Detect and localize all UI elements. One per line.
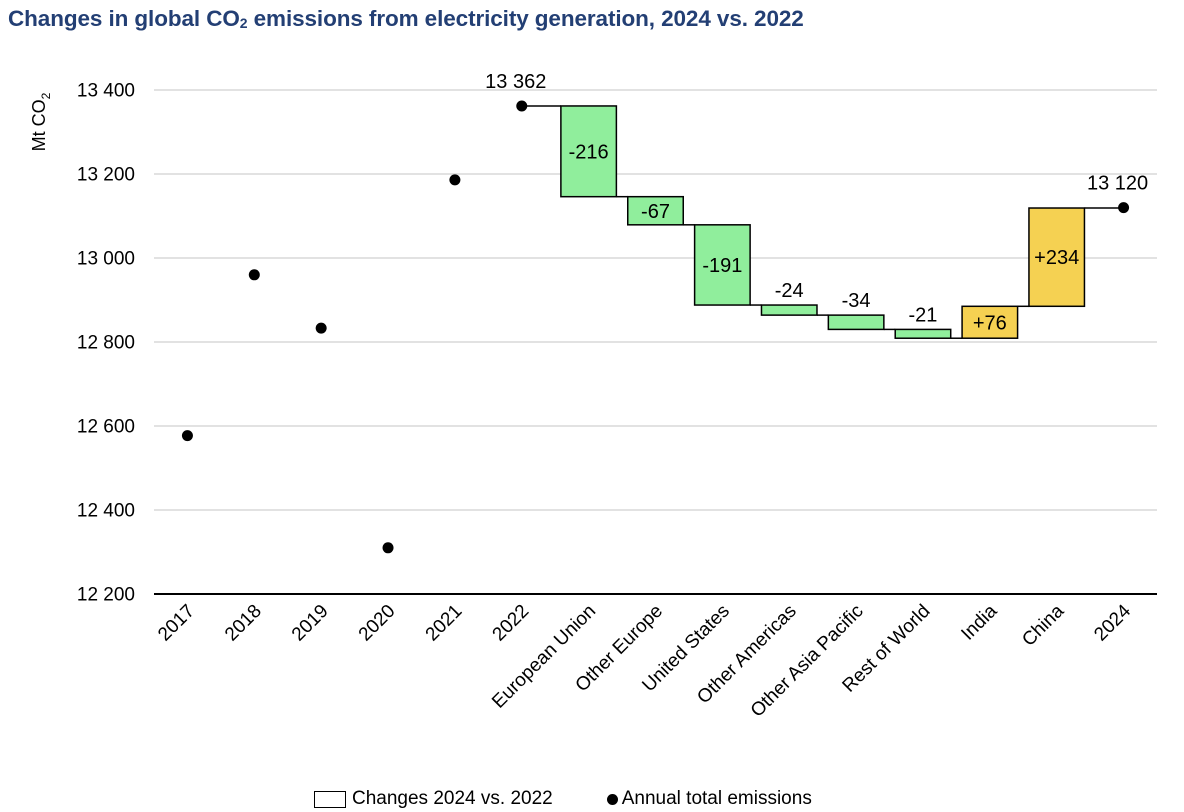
change-bar [627,195,684,226]
y-axis-label: Mt CO2 [29,92,53,151]
legend-dot-icon [606,793,618,805]
legend-item-changes: Changes 2024 vs. 2022 [314,788,553,810]
title-subscript: 2 [239,15,248,31]
y-axis-ticks: 12 200 12 400 12 600 12 800 13 000 13 200 13 4… [77,81,135,606]
x-tick-label: 2019 [288,601,333,646]
change-bars [560,105,1086,339]
change-bar [894,328,952,339]
x-tick-label: China [1018,600,1068,650]
change-bar [693,224,751,306]
x-tick-label: 2018 [221,601,266,646]
bar-value-label: -191 [702,255,742,277]
annual-total-dot [1118,202,1130,214]
legend: Changes 2024 vs. 2022 Annual total emiss… [314,788,812,810]
bar-value-label: -24 [775,280,804,302]
change-bar [760,304,818,316]
bar-value-label: -21 [909,304,938,326]
annual-total-dot [449,174,461,186]
gridlines [154,89,1157,511]
annual-total-dots [181,100,1130,554]
annual-total-label: 13 120 [1087,173,1148,195]
bar-value-label: +234 [1034,247,1079,269]
legend-label: Changes 2024 vs. 2022 [352,788,553,809]
annual-total-dot [382,542,394,554]
change-bar [961,305,1019,339]
annual-total-label: 13 362 [485,71,546,93]
data-labels: -216 -67 -191 -24 -34 -21 +76 +234 13 362 13 120 [485,71,1148,334]
annual-total-dot [315,322,327,334]
x-tick-label: 2024 [1090,600,1135,645]
change-bar [827,314,885,331]
y-tick-label: 13 200 [77,165,135,186]
chart-title: Changes in global CO2 emissions from ele… [8,6,804,32]
annual-total-dot [248,269,260,281]
change-bar [560,105,618,198]
connector-lines [521,105,1124,339]
x-tick-label: 2020 [355,601,400,646]
y-tick-label: 12 600 [77,417,135,438]
x-tick-label: Other Asia Pacific [747,601,868,722]
bar-value-label: +76 [973,312,1007,334]
x-tick-label: 2022 [489,601,534,646]
y-tick-label: 12 200 [77,585,135,606]
legend-box-icon [314,790,346,808]
bar-value-label: -216 [569,141,609,163]
title-text-rest: emissions from electricity generation, 2… [247,6,804,31]
x-tick-label: 2021 [422,601,467,646]
x-tick-label: 2017 [154,601,199,646]
legend-item-annual: Annual total emissions [606,788,812,810]
bar-value-label: -67 [641,201,670,223]
y-tick-label: 13 400 [77,81,135,102]
annual-total-dot [181,430,193,442]
y-tick-label: 13 000 [77,249,135,270]
legend-label: Annual total emissions [621,788,812,809]
bar-value-label: -34 [842,290,871,312]
y-tick-label: 12 800 [77,333,135,354]
annual-total-dot [516,100,528,112]
y-tick-label: 12 400 [77,501,135,522]
x-tick-label: India [957,600,1001,644]
title-text: Changes in global CO [8,6,240,31]
change-bar [1028,207,1086,308]
